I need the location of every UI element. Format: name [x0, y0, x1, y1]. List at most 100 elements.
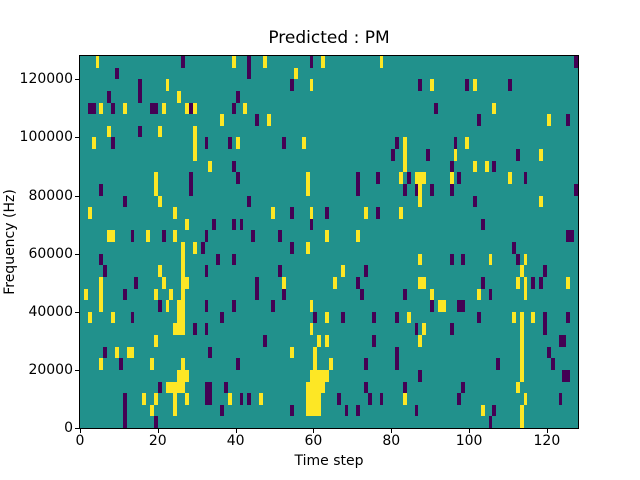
heatmap-cell	[317, 335, 322, 347]
heatmap-cell	[317, 369, 322, 382]
heatmap-cell	[247, 56, 252, 68]
heatmap-cell	[558, 335, 563, 347]
heatmap-cell	[181, 381, 186, 394]
heatmap-cell	[192, 137, 197, 149]
y-tick-label: 40000	[28, 303, 73, 320]
heatmap-cell	[515, 276, 520, 289]
heatmap-cell	[111, 311, 116, 324]
x-tick-mark	[235, 429, 237, 433]
heatmap-cell	[122, 195, 127, 208]
heatmap-cell	[546, 114, 551, 126]
heatmap-cell	[181, 358, 186, 370]
heatmap-cell	[99, 102, 104, 115]
heatmap-cell	[262, 56, 267, 68]
heatmap-cell	[243, 102, 248, 115]
heatmap-cell	[138, 79, 143, 91]
heatmap-cell	[227, 137, 232, 149]
heatmap-cell	[153, 183, 158, 196]
heatmap-cell	[204, 300, 209, 312]
heatmap-cell	[157, 381, 162, 394]
heatmap-cell	[434, 102, 438, 115]
x-tick-mark	[391, 429, 393, 433]
heatmap-cell	[321, 381, 326, 394]
heatmap-cell	[566, 230, 571, 242]
heatmap-cell	[130, 230, 135, 242]
heatmap-cell	[103, 346, 108, 359]
heatmap-cell	[371, 335, 376, 347]
heatmap-cell	[192, 149, 197, 161]
heatmap-cell	[142, 393, 147, 405]
heatmap-cell	[192, 125, 197, 138]
heatmap-cell	[200, 242, 205, 254]
heatmap-cell	[185, 393, 189, 405]
heatmap-cell	[430, 79, 435, 91]
heatmap-cell	[519, 323, 524, 335]
heatmap-cell	[379, 56, 384, 68]
heatmap-cell	[441, 300, 446, 312]
heatmap-cell	[290, 207, 294, 219]
heatmap-cell	[523, 172, 528, 184]
heatmap-cell	[364, 358, 368, 370]
heatmap-cell	[122, 404, 127, 417]
heatmap-cell	[111, 102, 116, 115]
x-tick-label: 80	[382, 433, 401, 449]
heatmap-cell	[87, 311, 92, 324]
heatmap-cell	[115, 346, 119, 359]
heatmap-cell	[325, 369, 329, 382]
heatmap-cell	[430, 300, 435, 312]
heatmap-cell	[220, 311, 224, 324]
heatmap-cell	[457, 300, 462, 312]
heatmap-cell	[95, 56, 100, 68]
heatmap-cell	[309, 207, 314, 219]
heatmap-cell	[208, 160, 213, 173]
heatmap-cell	[177, 300, 182, 312]
heatmap-cell	[519, 369, 524, 382]
heatmap-cell	[465, 79, 470, 91]
heatmap-cell	[235, 137, 240, 149]
heatmap-cell	[566, 114, 571, 126]
heatmap-cell	[336, 393, 341, 405]
heatmap-cell	[231, 102, 236, 115]
heatmap-cell	[165, 79, 170, 91]
heatmap-cell	[430, 288, 435, 301]
heatmap-cell	[496, 358, 501, 370]
heatmap-cell	[293, 67, 298, 80]
y-tick-label: 80000	[28, 187, 73, 204]
heatmap-cell	[488, 288, 493, 301]
heatmap-cell	[371, 311, 376, 324]
x-tick-label: 60	[304, 433, 323, 449]
heatmap-cell	[418, 183, 423, 196]
heatmap-cell	[188, 102, 193, 115]
heatmap-cell	[570, 230, 575, 242]
heatmap-cell	[165, 300, 170, 312]
heatmap-cell	[507, 172, 512, 184]
heatmap-cell	[173, 323, 178, 335]
heatmap-cell	[185, 102, 189, 115]
heatmap-cell	[574, 183, 578, 196]
heatmap-cell	[519, 335, 524, 347]
heatmap-cell	[414, 323, 419, 335]
heatmap-cell	[290, 79, 294, 91]
heatmap-cell	[519, 404, 524, 417]
heatmap-cell	[356, 172, 361, 184]
heatmap-cell	[177, 311, 182, 324]
heatmap-cell	[558, 393, 563, 405]
heatmap-cell	[216, 253, 221, 266]
heatmap-cell	[356, 404, 361, 417]
heatmap-cell	[247, 393, 252, 405]
heatmap-cell	[395, 358, 400, 370]
heatmap-cell	[531, 276, 536, 289]
heatmap-cell	[472, 195, 477, 208]
heatmap-cell	[235, 90, 240, 103]
heatmap-cell	[449, 253, 454, 266]
heatmap-cell	[523, 253, 528, 266]
heatmap-cell	[309, 404, 314, 417]
heatmap-cell	[220, 114, 224, 126]
heatmap-cell	[309, 323, 314, 335]
heatmap-cell	[99, 276, 104, 289]
x-tick-mark	[546, 429, 548, 433]
heatmap-cell	[262, 335, 267, 347]
heatmap-cell	[395, 346, 400, 359]
heatmap-cell	[255, 288, 259, 301]
heatmap-cell	[375, 172, 380, 184]
